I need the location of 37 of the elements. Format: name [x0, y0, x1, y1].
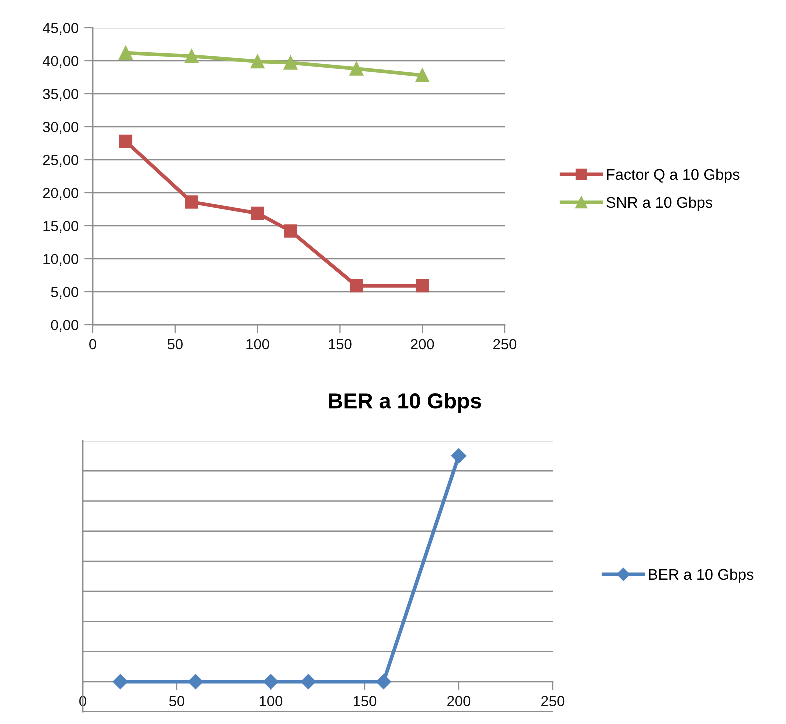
x-tick-label: 100: [246, 339, 270, 350]
y-tick-label: 25,00: [43, 155, 79, 168]
x-tick-label: 150: [354, 696, 377, 706]
y-tick-label: 35,00: [43, 89, 79, 102]
point: [416, 279, 430, 293]
point: [184, 49, 199, 64]
y-tick-label: 0,00: [51, 320, 79, 332]
y-tick-label: 5,00: [51, 287, 79, 300]
y-tick-label: 20,00: [43, 188, 79, 200]
x-tick-label: 50: [169, 696, 185, 706]
x-tick-label: 100: [260, 696, 283, 706]
point: [185, 196, 198, 209]
point: [251, 206, 264, 220]
legend-label: BER a 10 Gbps: [649, 568, 754, 584]
point: [350, 62, 364, 76]
x-tick-label: 250: [494, 339, 517, 350]
x-tick-label: 150: [329, 339, 352, 350]
point: [119, 134, 133, 148]
point: [119, 46, 133, 60]
chart-title: BER a 10 Gbps: [329, 392, 482, 414]
y-tick-label: 45,00: [42, 23, 79, 36]
y-tick-label: 40,00: [42, 56, 79, 68]
point: [250, 54, 265, 69]
x-tick-label: 200: [411, 339, 434, 350]
x-tick-label: 50: [168, 339, 183, 350]
y-tick-label: 10,00: [44, 254, 79, 266]
point: [284, 56, 298, 70]
y-tick-label: 15,00: [44, 221, 79, 234]
point: [416, 68, 430, 82]
x-tick-label: 0: [90, 339, 96, 350]
y-tick-label: 30,00: [43, 122, 79, 134]
point: [284, 224, 298, 238]
x-tick-label: 250: [542, 696, 565, 706]
point: [350, 279, 364, 293]
x-tick-label: 200: [448, 696, 471, 706]
legend-label: Factor Q a 10 Gbps: [607, 168, 740, 184]
legend-label: SNR a 10 Gbps: [606, 196, 712, 212]
